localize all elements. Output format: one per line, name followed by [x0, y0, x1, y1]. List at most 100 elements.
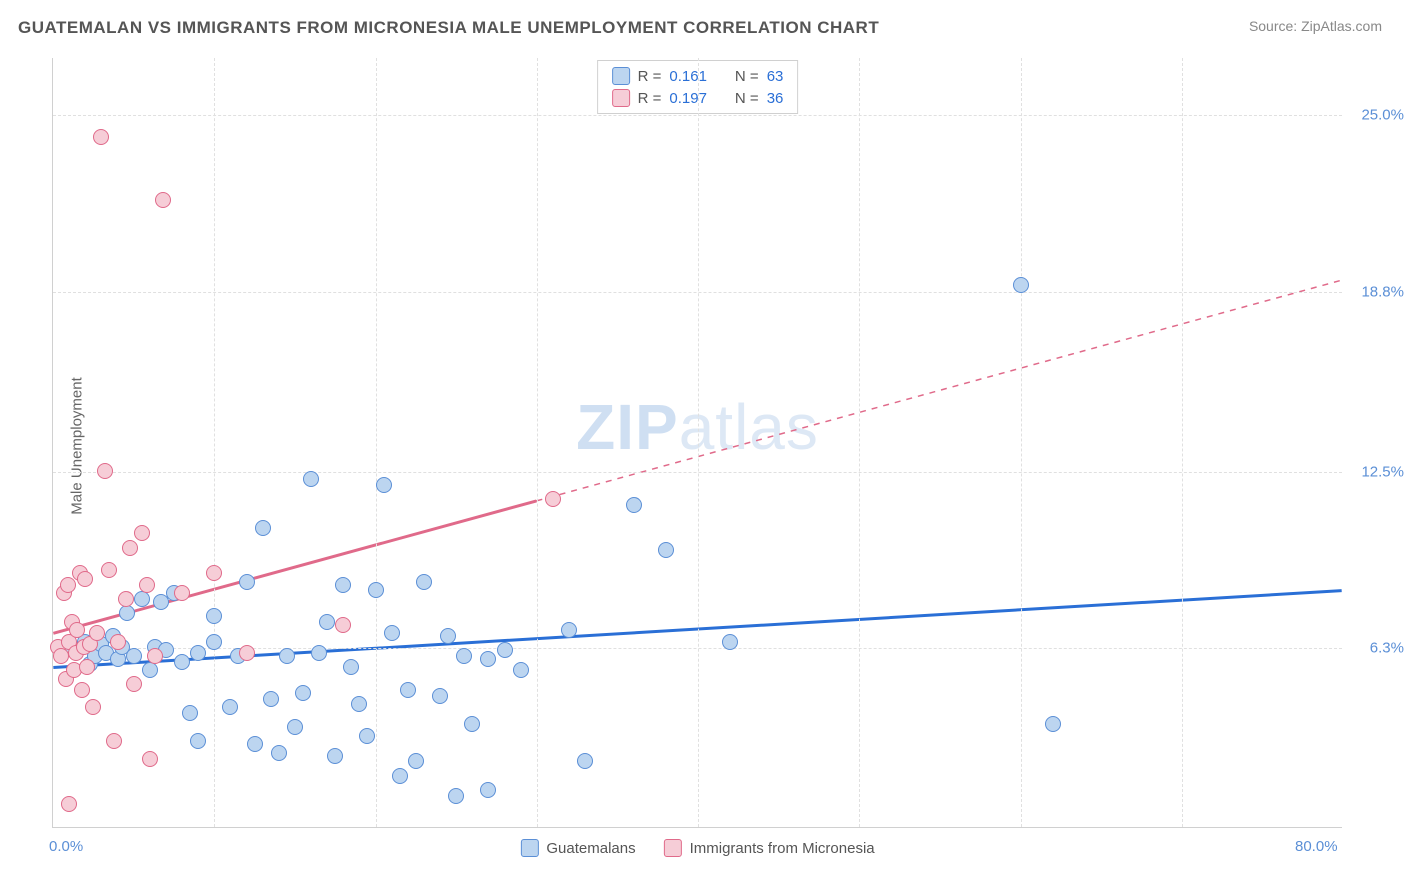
data-point — [182, 705, 198, 721]
data-point — [416, 574, 432, 590]
data-point — [368, 582, 384, 598]
data-point — [376, 477, 392, 493]
header: GUATEMALAN VS IMMIGRANTS FROM MICRONESIA… — [0, 0, 1406, 48]
data-point — [97, 463, 113, 479]
data-point — [77, 571, 93, 587]
gridline-v — [1021, 58, 1022, 827]
data-point — [1045, 716, 1061, 732]
data-point — [110, 634, 126, 650]
data-point — [392, 768, 408, 784]
r-value: 0.197 — [669, 90, 707, 107]
data-point — [122, 540, 138, 556]
legend-swatch-pink — [612, 89, 630, 107]
legend-item-guatemalans: Guatemalans — [520, 839, 635, 857]
r-label: R = — [638, 90, 662, 107]
scatter-chart: ZIPatlas R = 0.161 N = 63 R = 0.197 N = … — [52, 58, 1342, 828]
data-point — [1013, 277, 1029, 293]
data-point — [561, 622, 577, 638]
data-point — [327, 748, 343, 764]
data-point — [456, 648, 472, 664]
data-point — [448, 788, 464, 804]
data-point — [53, 648, 69, 664]
y-tick-label: 18.8% — [1361, 283, 1404, 300]
data-point — [79, 659, 95, 675]
data-point — [239, 574, 255, 590]
data-point — [432, 688, 448, 704]
data-point — [101, 562, 117, 578]
n-label: N = — [735, 90, 759, 107]
watermark-zip: ZIP — [576, 391, 679, 463]
data-point — [126, 648, 142, 664]
data-point — [134, 591, 150, 607]
n-value: 63 — [767, 68, 784, 85]
data-point — [85, 699, 101, 715]
data-point — [190, 733, 206, 749]
data-point — [174, 654, 190, 670]
data-point — [577, 753, 593, 769]
legend-swatch-blue — [520, 839, 538, 857]
data-point — [279, 648, 295, 664]
data-point — [155, 192, 171, 208]
data-point — [89, 625, 105, 641]
n-value: 36 — [767, 90, 784, 107]
data-point — [295, 685, 311, 701]
data-point — [263, 691, 279, 707]
r-value: 0.161 — [669, 68, 707, 85]
data-point — [287, 719, 303, 735]
data-point — [303, 471, 319, 487]
data-point — [206, 565, 222, 581]
data-point — [497, 642, 513, 658]
n-label: N = — [735, 68, 759, 85]
source-label: Source: ZipAtlas.com — [1249, 18, 1382, 34]
data-point — [464, 716, 480, 732]
data-point — [222, 699, 238, 715]
data-point — [545, 491, 561, 507]
data-point — [147, 648, 163, 664]
gridline-v — [859, 58, 860, 827]
data-point — [174, 585, 190, 601]
data-point — [118, 591, 134, 607]
data-point — [126, 676, 142, 692]
x-tick-label: 80.0% — [1295, 838, 1338, 855]
data-point — [335, 577, 351, 593]
gridline-v — [537, 58, 538, 827]
chart-title: GUATEMALAN VS IMMIGRANTS FROM MICRONESIA… — [18, 18, 879, 38]
data-point — [206, 608, 222, 624]
data-point — [134, 525, 150, 541]
y-tick-label: 6.3% — [1370, 640, 1404, 657]
data-point — [480, 782, 496, 798]
data-point — [319, 614, 335, 630]
data-point — [255, 520, 271, 536]
x-tick-label: 0.0% — [49, 838, 83, 855]
data-point — [106, 733, 122, 749]
watermark-atlas: atlas — [679, 391, 819, 463]
data-point — [93, 129, 109, 145]
data-point — [139, 577, 155, 593]
data-point — [335, 617, 351, 633]
data-point — [311, 645, 327, 661]
data-point — [271, 745, 287, 761]
y-tick-label: 25.0% — [1361, 107, 1404, 124]
legend-bottom: Guatemalans Immigrants from Micronesia — [520, 839, 874, 857]
data-point — [513, 662, 529, 678]
data-point — [60, 577, 76, 593]
data-point — [626, 497, 642, 513]
data-point — [239, 645, 255, 661]
data-point — [722, 634, 738, 650]
gridline-v — [1182, 58, 1183, 827]
data-point — [384, 625, 400, 641]
gridline-v — [214, 58, 215, 827]
legend-item-micronesia: Immigrants from Micronesia — [664, 839, 875, 857]
data-point — [74, 682, 90, 698]
gridline-v — [376, 58, 377, 827]
legend-label: Immigrants from Micronesia — [690, 840, 875, 857]
legend-swatch-pink — [664, 839, 682, 857]
data-point — [480, 651, 496, 667]
data-point — [247, 736, 263, 752]
legend-swatch-blue — [612, 67, 630, 85]
data-point — [343, 659, 359, 675]
r-label: R = — [638, 68, 662, 85]
gridline-v — [698, 58, 699, 827]
data-point — [142, 662, 158, 678]
data-point — [658, 542, 674, 558]
